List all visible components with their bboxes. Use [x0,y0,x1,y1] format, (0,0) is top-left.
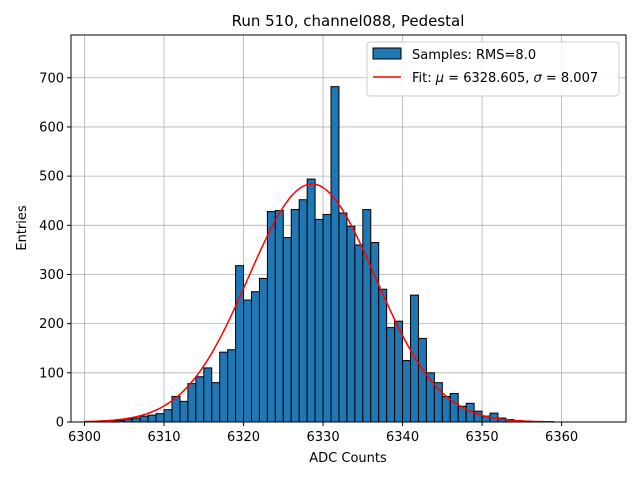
histogram-bar [243,299,252,423]
x-tick-label: 6360 [545,430,578,445]
histogram-bar [354,244,364,423]
y-axis-label: Entries [15,205,30,251]
histogram-bar [211,382,221,423]
y-tick-label: 100 [39,366,64,381]
fit-curve [84,183,554,423]
x-tick-label: 6310 [147,430,180,445]
histogram-bar [449,392,459,423]
histogram-bar [274,210,284,423]
histogram-bar [394,320,404,423]
histogram-bar [378,288,388,423]
legend-fit-mu-symbol: μ [435,71,444,86]
histogram-bar [155,413,165,423]
y-tick-label: 0 [56,416,64,431]
x-axis-label: ADC Counts [309,451,387,466]
histogram-bar [219,351,229,423]
histogram-bar [346,225,356,423]
y-tick-label: 200 [39,317,64,332]
legend-fit-prefix: Fit: [412,71,436,86]
histogram-bar [322,213,332,423]
histogram-bar [362,209,372,423]
histogram-bar [338,212,348,423]
legend-box [366,41,620,97]
x-tick-label: 6300 [68,430,101,445]
histogram-bar [203,367,213,423]
plot-frame [70,34,627,423]
histogram-bar [147,414,157,423]
histogram-bar [250,291,260,423]
legend-hist-swatch [372,47,402,60]
y-tick-label: 300 [39,268,64,283]
histogram-bar [410,294,419,423]
histogram-bar [163,409,173,423]
y-tick-label: 600 [39,120,64,135]
histogram-bar [330,86,340,423]
histogram-bar [179,400,189,423]
histogram-bar [266,211,276,423]
legend-fit-sigma-value: = 8.007 [542,71,598,86]
x-tick-label: 6350 [466,430,499,445]
y-tick-label: 500 [39,170,64,185]
histogram-bar [235,265,245,423]
legend: Samples: RMS=8.0 Fit: μ = 6328.605, σ = … [366,41,620,97]
histogram-bar [227,349,237,423]
histogram-bar [139,415,149,423]
x-tick-label: 6330 [307,430,340,445]
y-tick-label: 400 [39,219,64,234]
histogram-bar [187,383,197,423]
histogram-bar [298,199,308,423]
histogram-bar [290,209,300,423]
histogram-bar [314,218,324,423]
histogram-bar [441,395,451,423]
legend-fit-sigma-symbol: σ [534,71,543,86]
y-axis-ticks: 0 100 200 300 400 500 600 700 [39,71,71,431]
x-tick-label: 6320 [227,430,260,445]
x-axis-ticks: 6300 6310 6320 6330 6340 6350 6360 [68,422,578,445]
histogram-bar [258,277,268,423]
chart-title: Run 510, channel088, Pedestal [232,12,465,30]
histogram-bar [386,327,396,423]
histogram-bar [282,237,292,423]
legend-fit-mu-value: = 6328.605, [444,71,533,86]
histogram-bar [306,178,316,423]
histogram-bar [417,337,427,423]
x-tick-label: 6340 [386,430,419,445]
histogram-bar [402,360,412,423]
histogram-bar [195,376,205,423]
legend-fit-label: Fit: μ = 6328.605, σ = 8.007 [412,71,598,86]
legend-hist-label: Samples: RMS=8.0 [412,48,536,63]
y-tick-label: 700 [39,71,64,86]
histogram-bar [131,417,141,423]
